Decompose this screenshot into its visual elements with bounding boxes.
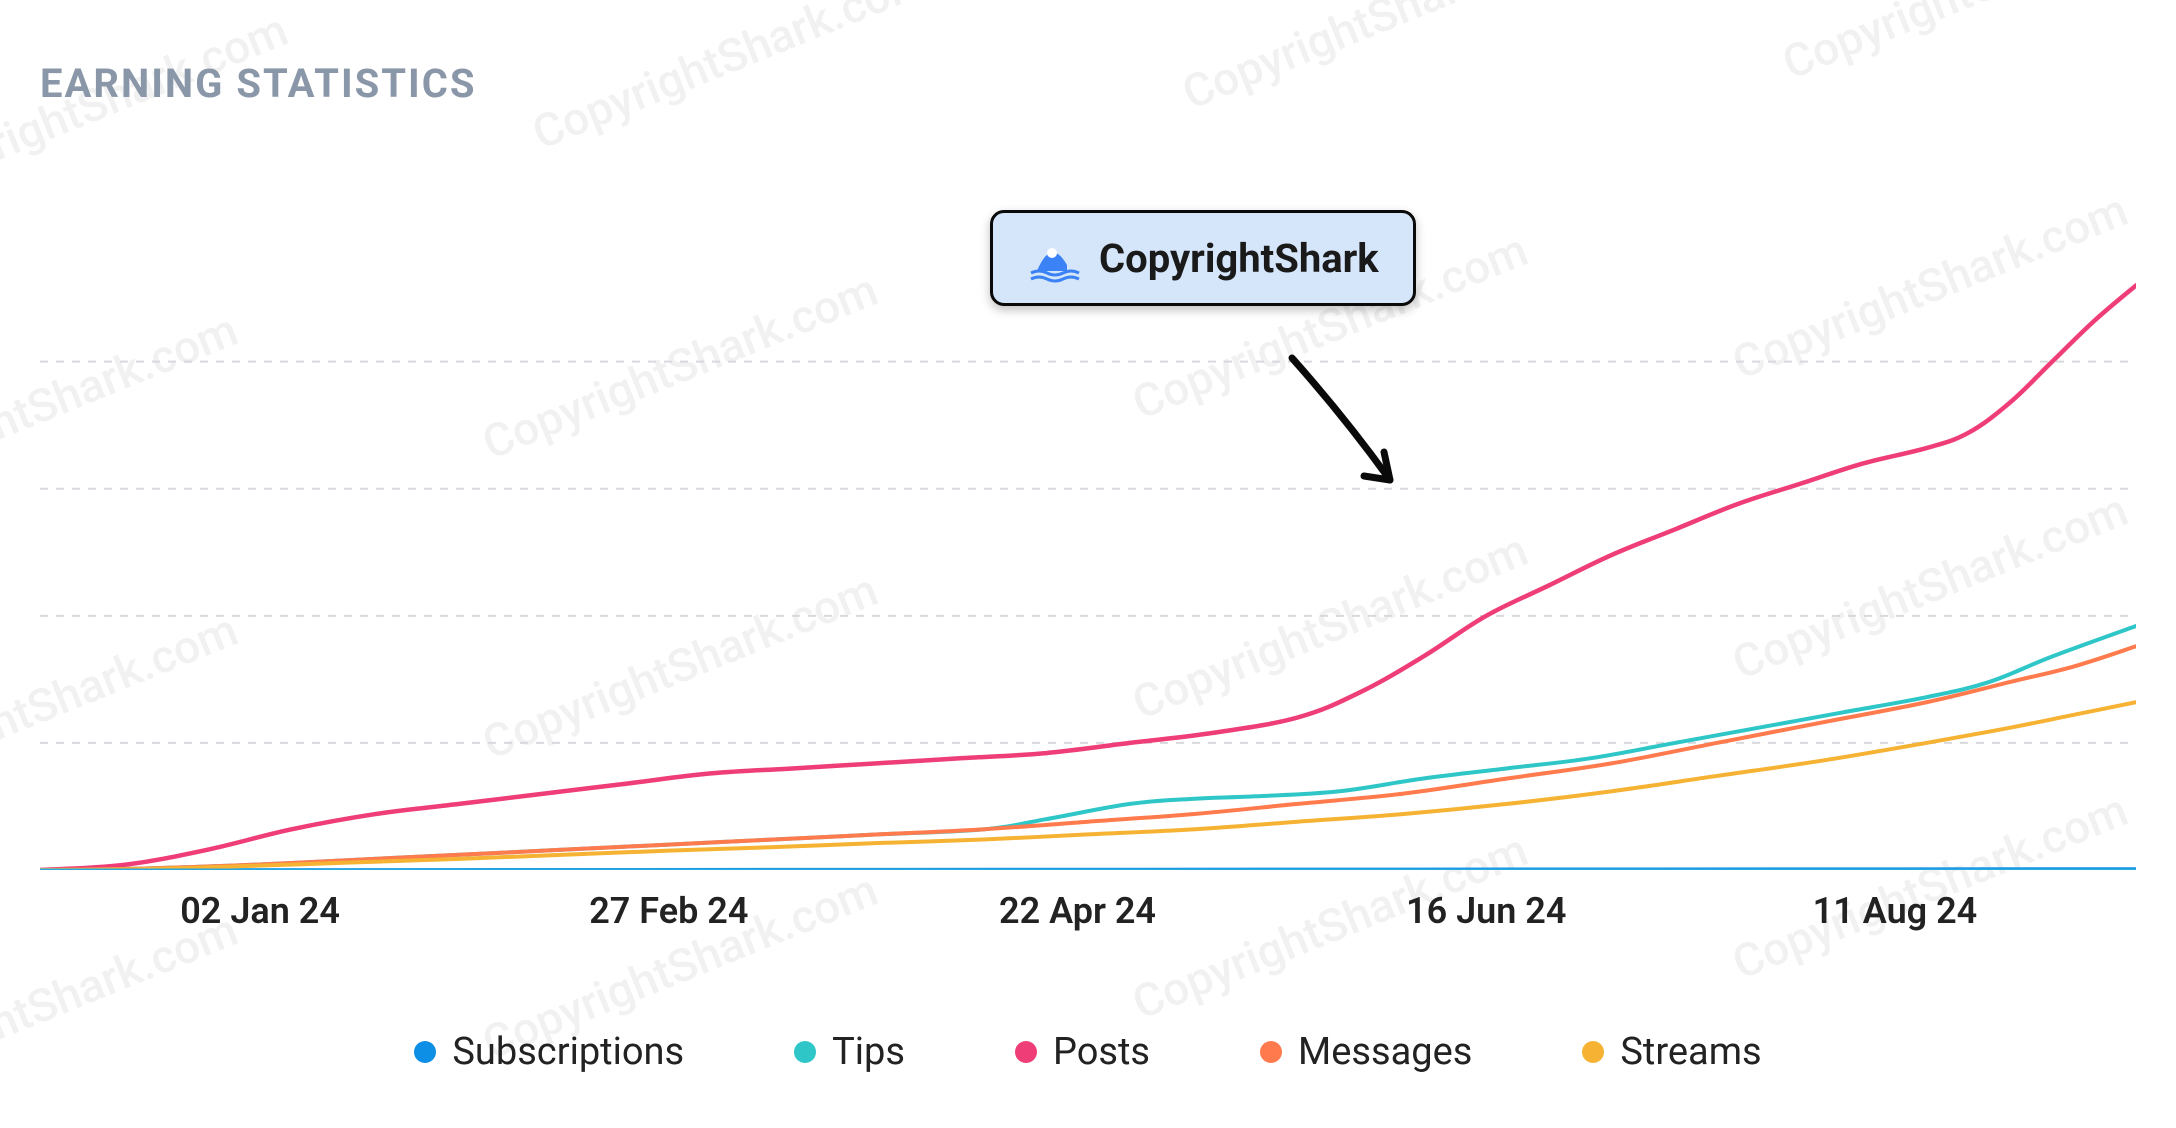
legend-dot <box>1582 1041 1604 1063</box>
earning-chart <box>40 260 2136 870</box>
legend-item-messages[interactable]: Messages <box>1260 1030 1472 1074</box>
legend-label: Tips <box>832 1030 905 1074</box>
series-posts <box>40 285 2136 870</box>
series-streams <box>40 702 2136 870</box>
legend-label: Streams <box>1620 1030 1761 1074</box>
x-axis-labels: 02 Jan 24 27 Feb 24 22 Apr 24 16 Jun 24 11 A… <box>40 890 2136 950</box>
page-title: EARNING STATISTICS <box>40 60 477 107</box>
x-tick-label: 02 Jan 24 <box>180 890 340 932</box>
x-tick-label: 27 Feb 24 <box>589 890 748 932</box>
legend-item-posts[interactable]: Posts <box>1015 1030 1150 1074</box>
legend-dot <box>794 1041 816 1063</box>
chart-legend: Subscriptions Tips Posts Messages Streams <box>0 1030 2176 1074</box>
legend-label: Messages <box>1298 1030 1472 1074</box>
legend-item-subscriptions[interactable]: Subscriptions <box>414 1030 684 1074</box>
legend-label: Subscriptions <box>452 1030 684 1074</box>
watermark-text: CopyrightShark.com <box>1175 0 1585 121</box>
watermark-text: CopyrightShark.com <box>525 0 935 161</box>
series-messages <box>40 646 2136 870</box>
legend-item-tips[interactable]: Tips <box>794 1030 905 1074</box>
x-tick-label: 16 Jun 24 <box>1406 890 1566 932</box>
chart-svg <box>40 260 2136 870</box>
badge-text: CopyrightShark <box>1099 235 1379 282</box>
x-tick-label: 22 Apr 24 <box>999 890 1156 932</box>
shark-fin-icon <box>1027 231 1081 285</box>
legend-dot <box>414 1041 436 1063</box>
x-tick-label: 11 Aug 24 <box>1813 890 1978 932</box>
legend-dot <box>1015 1041 1037 1063</box>
watermark-text: CopyrightShark.com <box>1775 0 2176 91</box>
copyrightshark-badge: CopyrightShark <box>990 210 1416 306</box>
legend-dot <box>1260 1041 1282 1063</box>
annotation-arrow <box>1280 350 1410 500</box>
legend-label: Posts <box>1053 1030 1150 1074</box>
legend-item-streams[interactable]: Streams <box>1582 1030 1761 1074</box>
